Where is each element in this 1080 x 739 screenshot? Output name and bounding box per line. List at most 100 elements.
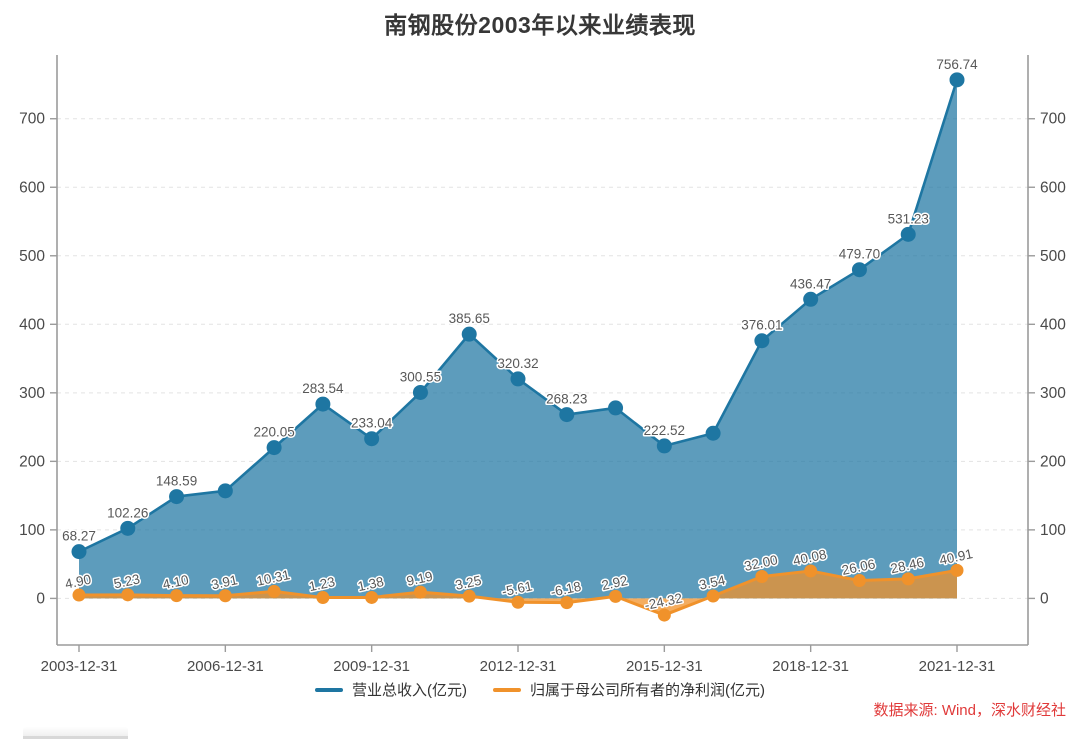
- legend: 营业总收入(亿元) 归属于母公司所有者的净利润(亿元): [0, 679, 1080, 700]
- x-axis-label: 2009-12-31: [333, 658, 410, 675]
- chart-title: 南钢股份2003年以来业绩表现: [384, 12, 696, 38]
- data-source-note: 数据来源: Wind，深水财经社: [873, 702, 1066, 719]
- data-point-label: 4.10: [161, 572, 190, 592]
- data-point-marker: [169, 489, 185, 505]
- data-point-marker: [900, 226, 916, 242]
- data-point-marker: [803, 291, 819, 307]
- data-point-marker: [852, 574, 866, 588]
- revenue-series: 68.27 102.26 148.59 220.05 283.54 233.04 300.5…: [61, 55, 980, 560]
- data-point-label: 3.91: [210, 572, 239, 592]
- data-point-marker: [461, 326, 477, 342]
- data-point-marker: [462, 589, 476, 603]
- legend-label: 归属于母公司所有者的净利润(亿元): [530, 682, 765, 699]
- data-point-label: 2.92: [600, 573, 629, 593]
- legend-item: 归属于母公司所有者的净利润(亿元): [493, 679, 765, 700]
- data-point-marker: [705, 425, 721, 441]
- data-point-marker: [560, 596, 574, 610]
- data-point-marker: [266, 440, 282, 456]
- cropped-bottom-left-element: [23, 727, 128, 739]
- data-point-marker: [316, 591, 330, 605]
- data-point-marker: [217, 483, 233, 499]
- data-point-label: 9.19: [405, 569, 434, 589]
- legend-label: 营业总收入(亿元): [352, 682, 467, 699]
- y-axis-right-label: 0: [1040, 590, 1049, 607]
- legend-swatch: [493, 687, 521, 692]
- data-point-label: 102.26: [107, 505, 148, 520]
- data-point-marker: [608, 400, 624, 416]
- revenue-area: [79, 79, 957, 599]
- x-axis-label: 2006-12-31: [187, 658, 264, 675]
- data-point-marker: [511, 595, 525, 609]
- profit-area: [79, 570, 957, 616]
- data-point-label: 479.70: [839, 247, 880, 262]
- legend-swatch: [315, 687, 343, 692]
- data-point-marker: [364, 431, 380, 447]
- data-point-label: 1.23: [308, 574, 337, 594]
- legend-item: 营业总收入(亿元): [315, 679, 467, 700]
- data-point-marker: [315, 396, 331, 412]
- data-point-marker: [72, 588, 86, 602]
- data-point-marker: [170, 589, 184, 603]
- data-point-label: 233.04: [351, 416, 393, 431]
- y-axis-right-label: 700: [1040, 111, 1066, 128]
- data-point-label: 320.32: [497, 356, 538, 371]
- y-axis-left-label: 400: [19, 316, 45, 333]
- data-point-label: 436.47: [790, 276, 831, 291]
- y-axis-left-label: 700: [19, 111, 45, 128]
- data-point-label: 1.38: [356, 574, 385, 594]
- data-point-marker: [121, 588, 135, 602]
- y-axis-left-label: 500: [19, 248, 45, 265]
- data-point-marker: [804, 564, 818, 578]
- x-axis-label: 2012-12-31: [480, 658, 557, 675]
- data-point-label: 283.54: [302, 381, 344, 396]
- x-axis-label: 2021-12-31: [919, 658, 996, 675]
- data-point-marker: [706, 589, 720, 603]
- data-point-label: 531.23: [888, 211, 929, 226]
- data-point-marker: [559, 407, 575, 423]
- data-point-marker: [218, 589, 232, 603]
- profit-series: 4.90 5.23 4.10 3.91 10.31 1.23 1.38 9.19 3.25 -5.…: [62, 545, 976, 622]
- data-point-label: 3.25: [454, 573, 483, 593]
- data-point-label: 300.55: [400, 369, 441, 384]
- y-axis-left-label: 300: [19, 385, 45, 402]
- data-point-label: 385.65: [449, 311, 490, 326]
- data-point-marker: [267, 584, 281, 598]
- y-axis-right-label: 500: [1040, 248, 1066, 265]
- data-point-label: 68.27: [62, 529, 96, 544]
- data-point-marker: [413, 585, 427, 599]
- data-point-marker: [120, 520, 136, 536]
- data-point-label: 268.23: [546, 392, 587, 407]
- data-point-label: 756.74: [936, 57, 978, 72]
- data-point-label: 148.59: [156, 474, 197, 489]
- y-axis-right-label: 300: [1040, 385, 1066, 402]
- data-point-marker: [949, 72, 965, 88]
- x-axis-label: 2015-12-31: [626, 658, 703, 675]
- y-axis-right-label: 100: [1040, 522, 1066, 539]
- data-point-marker: [851, 262, 867, 278]
- data-point-label: 5.23: [112, 571, 141, 591]
- y-axis-right-label: 200: [1040, 453, 1066, 470]
- y-axis-left-label: 0: [36, 590, 45, 607]
- data-point-marker: [950, 563, 964, 577]
- data-point-marker: [71, 544, 87, 560]
- data-point-marker: [656, 438, 672, 454]
- data-point-marker: [412, 384, 428, 400]
- data-point-marker: [510, 371, 526, 387]
- data-point-marker: [609, 589, 623, 603]
- y-axis-right-label: 600: [1040, 179, 1066, 196]
- data-point-label: 220.05: [253, 425, 294, 440]
- data-point-marker: [754, 333, 770, 349]
- x-axis-label: 2018-12-31: [772, 658, 849, 675]
- y-axis-left-label: 100: [19, 522, 45, 539]
- y-axis-left-label: 600: [19, 179, 45, 196]
- data-point-marker: [755, 569, 769, 583]
- data-point-marker: [901, 572, 915, 586]
- data-point-label: 376.01: [741, 318, 782, 333]
- data-point-label: 3.54: [698, 572, 727, 592]
- y-axis-left-label: 200: [19, 453, 45, 470]
- data-point-label: 222.52: [644, 423, 685, 438]
- data-point-marker: [657, 608, 671, 622]
- data-point-label: 4.90: [64, 572, 93, 592]
